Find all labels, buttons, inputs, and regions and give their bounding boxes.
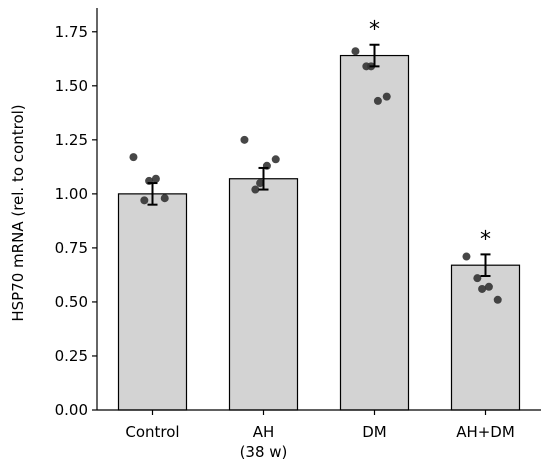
- data-point: [251, 185, 260, 194]
- plot-area: * * 0.00 0.25 0.50 0.75 1.00 1.25 1.50 1.75 Contro…: [55, 8, 541, 461]
- data-point: [493, 295, 502, 304]
- x-tick-label-line: AH+DM: [456, 423, 515, 441]
- bar: [339, 54, 410, 411]
- x-tick-label-line: (38 w): [240, 443, 288, 461]
- x-tick-label: Control: [125, 423, 179, 441]
- x-tick-label: DM: [362, 423, 387, 441]
- data-point: [473, 274, 482, 283]
- x-tick-label: AH (38 w): [240, 423, 288, 461]
- data-point: [351, 47, 360, 56]
- significance-marker: *: [480, 227, 491, 252]
- data-point: [478, 284, 487, 293]
- data-point: [382, 92, 391, 101]
- x-tick-label-line: AH: [253, 423, 275, 441]
- x-tick-label: AH+DM: [456, 423, 515, 441]
- data-point: [151, 174, 160, 183]
- y-tick-label: 1.75: [55, 23, 88, 41]
- data-point: [271, 155, 280, 164]
- y-tick-label: 0.75: [55, 239, 88, 257]
- y-axis-label: HSP70 mRNA (rel. to control): [9, 104, 27, 321]
- data-point: [484, 282, 493, 291]
- data-point: [462, 252, 471, 261]
- data-point: [256, 179, 265, 188]
- x-tick-label-line: Control: [125, 423, 179, 441]
- y-tick-label: 0.50: [55, 293, 88, 311]
- y-tick-label: 1.25: [55, 131, 88, 149]
- y-tick-label: 1.00: [55, 185, 88, 203]
- significance-marker: *: [369, 18, 380, 43]
- y-tick-label: 0.00: [55, 401, 88, 419]
- data-point: [373, 96, 382, 105]
- y-tick-label: 1.50: [55, 77, 88, 95]
- data-point: [160, 194, 169, 203]
- x-tick-label-line: DM: [362, 423, 387, 441]
- data-point: [240, 135, 249, 144]
- data-point: [129, 153, 138, 162]
- bar: [228, 178, 299, 411]
- data-point: [140, 196, 149, 205]
- y-tick-label: 0.25: [55, 347, 88, 365]
- bar: [117, 193, 188, 411]
